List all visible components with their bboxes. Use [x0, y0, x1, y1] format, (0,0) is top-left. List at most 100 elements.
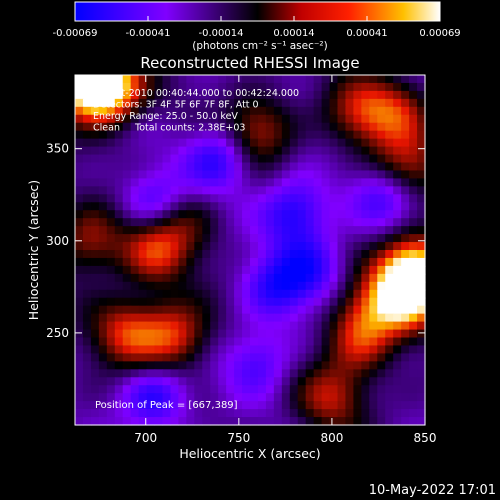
heatmap-cell: [130, 218, 140, 227]
heatmap-cell: [401, 361, 410, 370]
heatmap-cell: [146, 106, 156, 116]
heatmap-cell: [345, 313, 355, 323]
heatmap-cell: [114, 281, 124, 291]
heatmap-cell: [385, 82, 394, 92]
heatmap-cell: [385, 377, 394, 386]
heatmap-cell: [353, 210, 362, 219]
heatmap-cell: [353, 393, 362, 402]
heatmap-cell: [361, 409, 370, 418]
heatmap-cell: [377, 218, 386, 227]
heatmap-cell: [409, 345, 418, 355]
heatmap-cell: [234, 281, 243, 291]
heatmap-cell: [130, 273, 140, 283]
heatmap-cell: [369, 75, 378, 84]
heatmap-cell: [234, 242, 243, 251]
heatmap-cell: [210, 313, 219, 323]
heatmap-cell: [162, 273, 172, 283]
heatmap-cell: [257, 106, 267, 116]
heatmap-cell: [82, 353, 92, 362]
heatmap-cell: [273, 122, 283, 132]
heatmap-cell: [345, 82, 355, 92]
heatmap-cell: [321, 281, 331, 291]
heatmap-cell: [146, 90, 156, 100]
heatmap-cell: [82, 130, 92, 140]
heatmap-cell: [186, 146, 195, 156]
heatmap-cell: [218, 82, 227, 92]
heatmap-cell: [273, 329, 283, 339]
heatmap-cell: [329, 154, 339, 164]
heatmap-cell: [289, 210, 299, 219]
heatmap-cell: [186, 250, 195, 259]
heatmap-cell: [146, 162, 156, 172]
heatmap-cell: [281, 385, 291, 394]
heatmap-cell: [385, 90, 394, 100]
heatmap-cell: [202, 313, 211, 323]
heatmap-cell: [218, 114, 227, 124]
heatmap-cell: [377, 242, 386, 251]
heatmap-cell: [194, 98, 203, 108]
y-axis-label: Heliocentric Y (arcsec): [26, 180, 41, 320]
heatmap-cell: [186, 281, 195, 291]
heatmap-cell: [226, 90, 235, 100]
heatmap-cell: [75, 130, 84, 140]
heatmap-cell: [417, 154, 426, 164]
heatmap-cell: [130, 281, 140, 291]
heatmap-cell: [393, 178, 402, 187]
heatmap-cell: [98, 353, 108, 362]
heatmap-cell: [170, 250, 180, 259]
heatmap-cell: [289, 281, 299, 291]
heatmap-cell: [202, 329, 211, 339]
heatmap-cell: [313, 281, 323, 291]
heatmap-cell: [242, 409, 251, 418]
heatmap-cell: [273, 281, 283, 291]
heatmap-cell: [401, 337, 410, 347]
heatmap-cell: [178, 401, 187, 410]
heatmap-cell: [273, 353, 283, 362]
heatmap-cell: [345, 289, 355, 299]
heatmap-cell: [361, 194, 370, 203]
heatmap-cell: [377, 417, 386, 426]
y-tick-label: 300: [46, 234, 69, 248]
heatmap-cell: [178, 98, 187, 108]
heatmap-cell: [234, 114, 243, 124]
heatmap-cell: [226, 361, 235, 370]
heatmap-cell: [75, 75, 84, 84]
heatmap-cell: [162, 82, 172, 92]
heatmap-cell: [146, 353, 156, 362]
heatmap-cell: [257, 98, 267, 108]
heatmap-cell: [265, 385, 275, 394]
heatmap-cell: [385, 138, 394, 148]
heatmap-cell: [305, 226, 315, 235]
heatmap-cell: [106, 202, 116, 211]
heatmap-cell: [170, 401, 180, 410]
heatmap-cell: [385, 170, 394, 180]
heatmap-cell: [361, 281, 370, 291]
heatmap-cell: [257, 281, 267, 291]
heatmap-cell: [393, 337, 402, 347]
heatmap-cell: [345, 409, 355, 418]
heatmap-cell: [122, 385, 132, 394]
heatmap-cell: [122, 218, 132, 227]
heatmap-cell: [281, 130, 291, 140]
heatmap-cell: [170, 138, 180, 148]
heatmap-cell: [393, 385, 402, 394]
heatmap-cell: [393, 281, 402, 291]
heatmap-cell: [369, 305, 378, 315]
heatmap-cell: [329, 369, 339, 378]
heatmap-cell: [130, 393, 140, 402]
heatmap-cell: [305, 250, 315, 259]
heatmap-cell: [106, 75, 116, 84]
heatmap-cell: [250, 162, 259, 172]
heatmap-cell: [337, 202, 347, 211]
heatmap-cell: [234, 90, 243, 100]
heatmap-cell: [98, 242, 108, 251]
heatmap-cell: [353, 202, 362, 211]
heatmap-cell: [130, 289, 140, 299]
heatmap-cell: [257, 353, 267, 362]
heatmap-cell: [154, 401, 164, 410]
heatmap-cell: [250, 170, 259, 180]
heatmap-cell: [122, 75, 132, 84]
heatmap-cell: [337, 377, 347, 386]
heatmap-cell: [82, 210, 92, 219]
heatmap-cell: [265, 226, 275, 235]
